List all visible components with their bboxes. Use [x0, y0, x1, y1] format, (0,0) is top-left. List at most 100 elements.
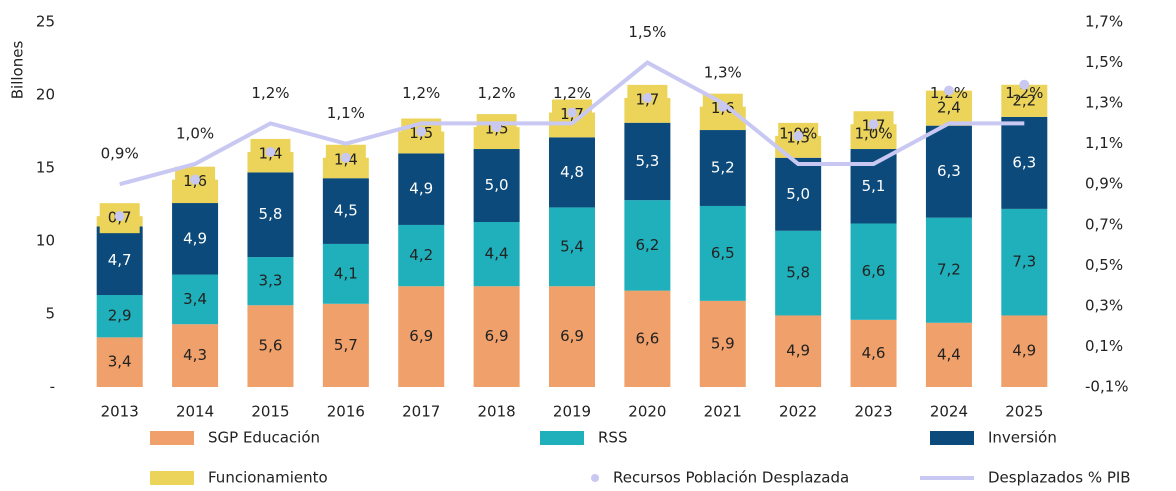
y-tick-label: 25 — [36, 13, 55, 31]
dot — [265, 146, 276, 157]
bar-segment — [549, 286, 595, 387]
bar-segment — [1001, 84, 1048, 117]
x-tick-label: 2014 — [176, 403, 214, 421]
bar-segment — [699, 205, 746, 301]
dot — [491, 122, 502, 133]
x-tick-label: 2018 — [478, 403, 516, 421]
value-label: 6,9 — [560, 327, 584, 345]
value-label: 6,3 — [1012, 153, 1036, 171]
value-label: 6,9 — [485, 327, 509, 345]
bar-segment — [398, 153, 445, 225]
y-tick-label: 10 — [36, 232, 55, 250]
line-label: 1,2% — [1005, 84, 1043, 102]
bar-segment — [925, 90, 972, 126]
y2-tick-label: 1,3% — [1085, 94, 1123, 112]
value-label: 4,4 — [485, 245, 509, 263]
value-label: 7,2 — [937, 261, 961, 279]
value-label: 5,8 — [786, 264, 810, 282]
bar-segment — [96, 226, 143, 296]
value-label: 6,3 — [937, 162, 961, 180]
value-label: 2,4 — [937, 99, 961, 117]
bar-segment — [398, 224, 445, 287]
bar-segment — [172, 324, 219, 387]
y-axis-label: Billones — [9, 41, 27, 100]
bar-segment — [322, 243, 369, 304]
bar-segment — [699, 300, 746, 387]
value-label: 2,2 — [1012, 91, 1036, 109]
legend-label: RSS — [598, 429, 627, 447]
x-tick-label: 2020 — [628, 403, 666, 421]
dot — [567, 107, 577, 118]
value-label: 5,4 — [560, 237, 584, 255]
dot — [868, 119, 879, 130]
value-label: 7,3 — [1012, 253, 1036, 271]
value-label: 4,2 — [409, 246, 433, 264]
bar-segment — [96, 295, 143, 338]
value-label: 5,6 — [259, 337, 283, 355]
x-tick-label: 2015 — [251, 403, 289, 421]
bar-segment — [1001, 116, 1048, 209]
value-label: 4,9 — [183, 229, 207, 247]
bar-segment — [322, 178, 369, 244]
value-label: 6,9 — [409, 327, 433, 345]
bar-segment — [925, 125, 972, 218]
value-label: 4,4 — [937, 345, 961, 363]
value-label: 5,0 — [786, 185, 810, 203]
line-label: 1,3% — [704, 64, 742, 82]
legend-label: Inversión — [988, 429, 1057, 447]
dot — [340, 152, 351, 163]
legend-label: Recursos Población Desplazada — [613, 469, 849, 487]
value-label: 5,0 — [485, 176, 509, 194]
x-tick-label: 2019 — [553, 403, 591, 421]
value-label: 4,5 — [334, 202, 358, 220]
bar-segment — [624, 122, 671, 201]
bar-segment — [775, 230, 822, 316]
bar-segment — [549, 207, 595, 287]
y2-tick-label: -0,1% — [1085, 378, 1129, 396]
bar-segment — [1001, 208, 1048, 316]
dot — [416, 126, 427, 137]
value-label: 4,9 — [409, 180, 433, 198]
bar-segment — [775, 315, 822, 387]
y2-tick-label: 1,7% — [1085, 13, 1123, 31]
bar-segment — [850, 223, 897, 320]
legend-label: Funcionamiento — [208, 469, 328, 487]
value-label: 4,1 — [334, 264, 358, 282]
value-label: 3,4 — [183, 290, 207, 308]
value-label: 3,3 — [259, 272, 283, 290]
dot — [114, 211, 125, 222]
x-tick-label: 2013 — [101, 403, 139, 421]
bar-segment — [925, 217, 972, 323]
value-label: 4,8 — [560, 163, 584, 181]
legend-swatch — [591, 474, 599, 482]
line-label: 1,2% — [251, 84, 289, 102]
line-label: 0,9% — [101, 145, 139, 163]
legend-label: SGP Educación — [208, 429, 320, 447]
value-label: 4,6 — [862, 344, 886, 362]
bar-segment — [775, 157, 822, 231]
y2-tick-label: 0,1% — [1085, 337, 1123, 355]
line-label: 1,0% — [176, 124, 214, 142]
x-tick-label: 2016 — [327, 403, 365, 421]
bar-segment — [549, 137, 595, 208]
value-label: 4,7 — [108, 251, 132, 269]
line-label: 1,1% — [327, 104, 365, 122]
bar-segment — [473, 286, 520, 387]
dot — [1019, 79, 1030, 90]
bar-segment — [398, 286, 445, 387]
line-label: 1,5% — [628, 23, 666, 41]
bar-segment — [1001, 315, 1048, 387]
bar-segment — [850, 319, 897, 387]
value-label: 4,3 — [183, 346, 207, 364]
x-tick-label: 2022 — [779, 403, 817, 421]
value-label: 2,9 — [108, 307, 132, 325]
value-label: 5,7 — [334, 336, 358, 354]
value-label: 5,9 — [711, 334, 735, 352]
y2-tick-label: 0,5% — [1085, 256, 1123, 274]
bar-segment — [96, 337, 143, 387]
value-label: 6,6 — [862, 262, 886, 280]
y-tick-label: 15 — [36, 159, 55, 177]
bar-segment — [850, 149, 897, 224]
y2-tick-label: 1,1% — [1085, 134, 1123, 152]
